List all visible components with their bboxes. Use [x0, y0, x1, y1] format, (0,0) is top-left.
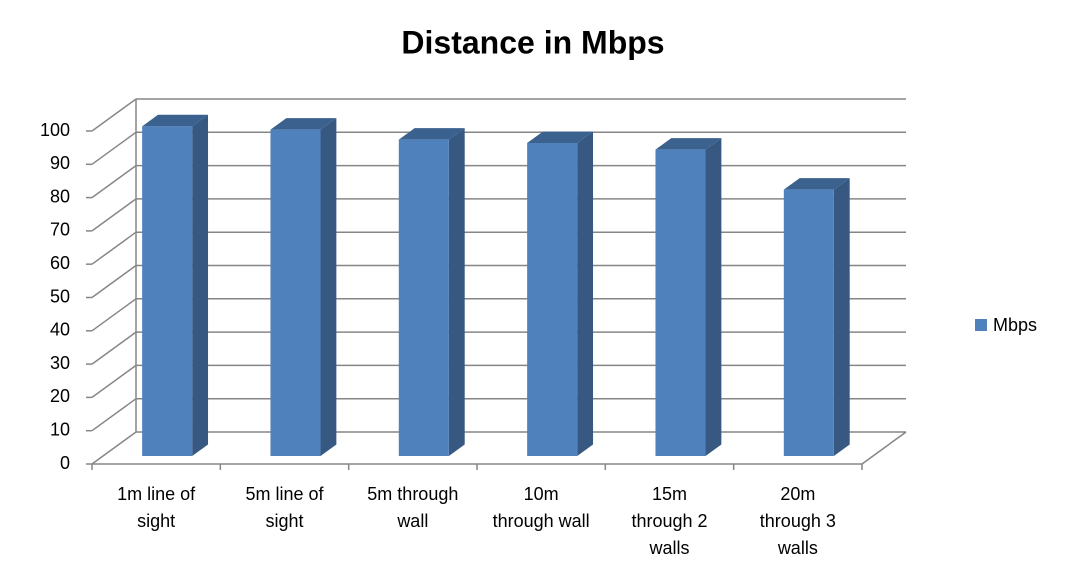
x-tick-label: sight [265, 511, 303, 531]
bar [783, 178, 850, 456]
x-tick-label: 20m [780, 484, 815, 504]
y-tick-label: 50 [50, 286, 70, 306]
y-tick-label: 80 [50, 186, 70, 206]
bar-front [655, 149, 706, 456]
bar-side [192, 114, 209, 456]
legend-swatch [975, 319, 987, 331]
bar-side [577, 131, 594, 456]
x-tick-label: 5m line of [245, 484, 324, 504]
y-tick-label: 70 [50, 220, 70, 240]
bar-front [142, 126, 193, 456]
x-tick-label: wall [396, 511, 428, 531]
y-tick-label: 30 [50, 353, 70, 373]
grid-line [91, 364, 137, 399]
bar-top [398, 128, 465, 140]
bar-front [527, 142, 578, 457]
bar-top [655, 138, 722, 150]
grid-line [91, 398, 137, 432]
y-tick-label: 40 [50, 320, 70, 340]
bar [398, 128, 465, 456]
floor-edge [861, 431, 907, 465]
bar-side [320, 118, 337, 456]
chart-title: Distance in Mbps [401, 24, 664, 60]
bar-side [705, 138, 722, 456]
x-tick-label: through wall [493, 511, 590, 531]
y-tick-label: 100 [40, 120, 70, 140]
bar [527, 131, 594, 457]
x-tick-label: sight [137, 511, 175, 531]
x-tick-label: 15m [652, 484, 687, 504]
grid-line [91, 131, 137, 165]
bar-top [783, 178, 850, 190]
legend-label: Mbps [993, 315, 1037, 335]
grid-line [91, 164, 137, 199]
grid-line [91, 331, 137, 365]
bar-top [270, 118, 337, 130]
bar [142, 114, 209, 456]
grid-line [91, 264, 137, 299]
grid-line [91, 431, 137, 465]
bar-front [270, 129, 321, 456]
grid-line [91, 98, 137, 132]
x-tick-label: walls [777, 538, 818, 558]
bar-side [448, 128, 465, 456]
grid-line [91, 298, 137, 332]
x-tick-label: 1m line of [117, 484, 196, 504]
y-tick-label: 10 [50, 419, 70, 439]
x-tick-label: walls [648, 538, 689, 558]
y-tick-label: 90 [50, 153, 70, 173]
x-tick-label: 10m [524, 484, 559, 504]
x-tick-label: through 3 [760, 511, 836, 531]
y-tick-label: 0 [60, 453, 70, 473]
bar-front [398, 139, 449, 456]
x-tick-label: through 2 [631, 511, 707, 531]
bar-top [527, 131, 594, 143]
bar-side [833, 178, 850, 456]
bar [655, 138, 722, 456]
grid-line [91, 231, 137, 265]
y-tick-label: 20 [50, 386, 70, 406]
bar-top [142, 114, 209, 127]
bar [270, 118, 337, 456]
y-tick-label: 60 [50, 253, 70, 273]
x-tick-label: 5m through [367, 484, 458, 504]
bar-front [783, 189, 834, 456]
grid-line [91, 198, 137, 232]
